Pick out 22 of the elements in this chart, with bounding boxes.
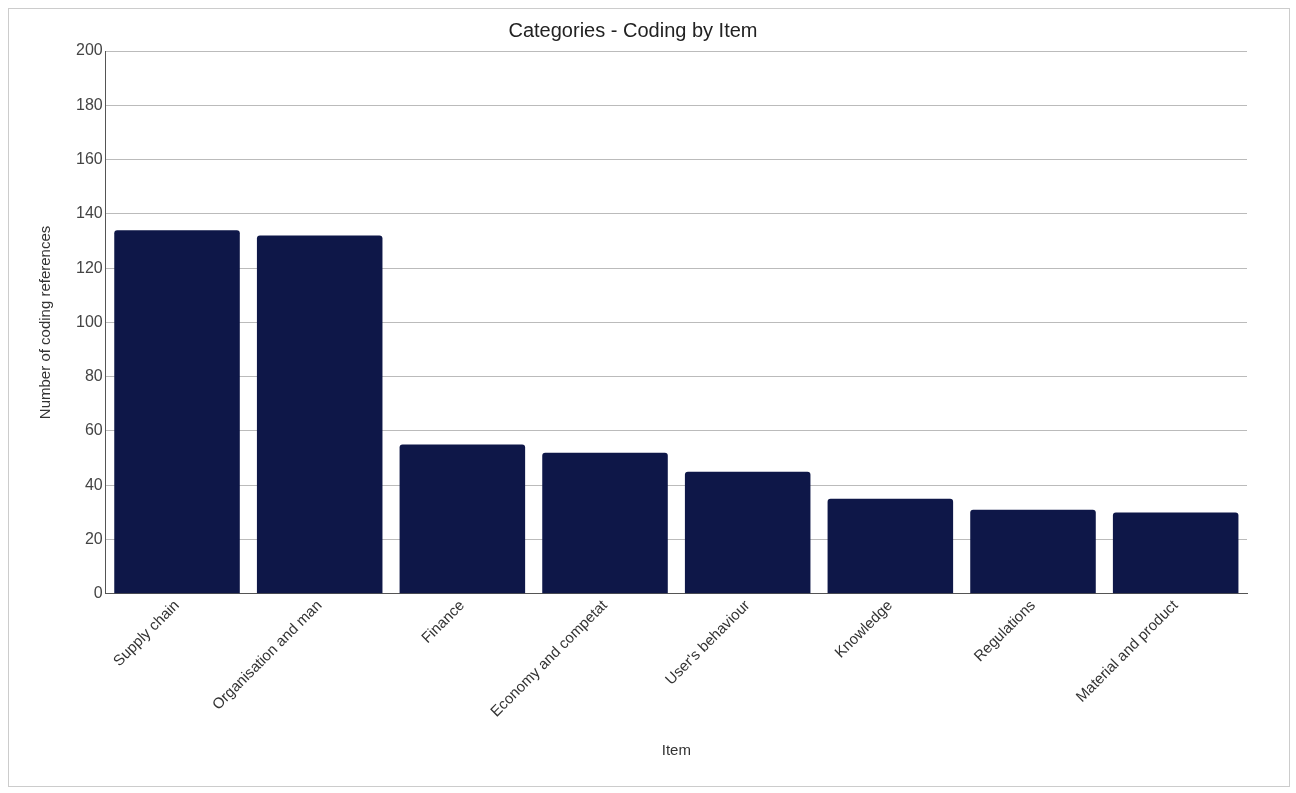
- bar: [970, 509, 1096, 594]
- y-tick-label: 40: [84, 475, 103, 493]
- bar: [256, 235, 383, 594]
- y-tick-label: 160: [75, 149, 103, 167]
- bar: [399, 444, 526, 594]
- y-tick-label: 80: [84, 367, 103, 385]
- y-tick-label: 60: [84, 421, 103, 439]
- y-tick-label: 0: [93, 584, 103, 602]
- chart-title: Categories - Coding by Item: [508, 18, 758, 41]
- bar: [1112, 512, 1239, 594]
- y-tick-label: 120: [75, 258, 103, 276]
- y-tick-label: 100: [75, 312, 103, 330]
- bar: [827, 498, 954, 594]
- y-tick-label: 20: [84, 529, 103, 547]
- bar: [114, 230, 240, 594]
- y-tick-label: 140: [75, 204, 103, 222]
- y-tick-label: 180: [75, 95, 103, 113]
- bar: [542, 452, 668, 594]
- y-axis-title: Number of coding references: [36, 225, 54, 420]
- bar: [684, 471, 811, 594]
- y-tick-label: 200: [75, 41, 103, 59]
- x-axis-title: Item: [661, 741, 691, 759]
